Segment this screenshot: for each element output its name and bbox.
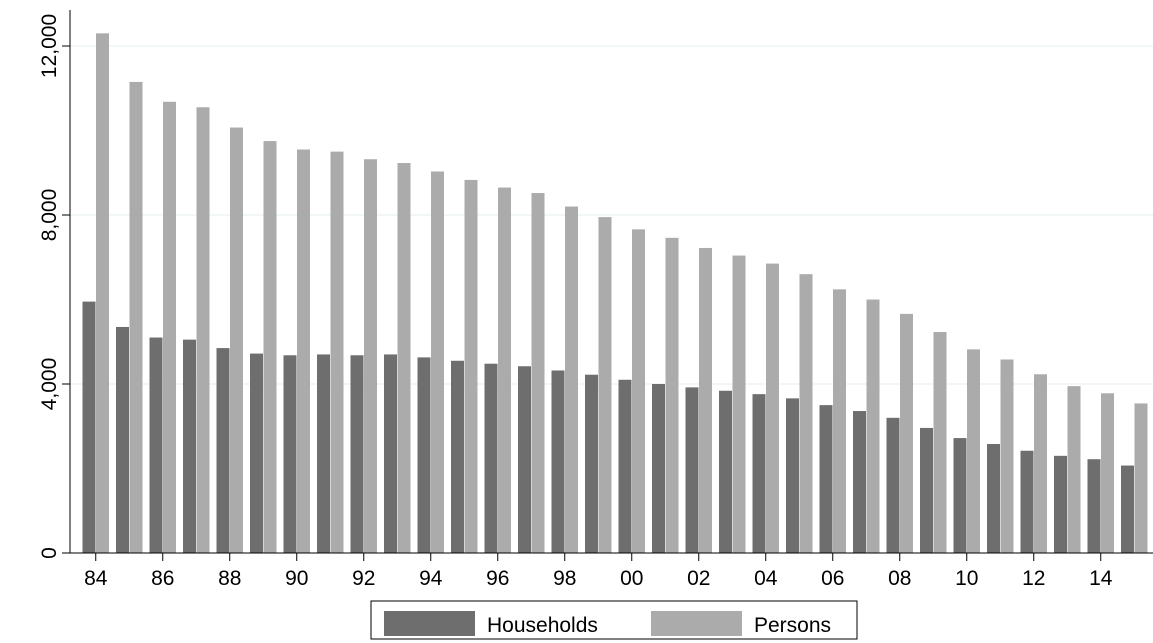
- bar-persons-01: [665, 237, 679, 553]
- bar-households-84: [82, 301, 96, 553]
- x-tick-label: 00: [620, 567, 643, 590]
- x-tick-label: 94: [419, 567, 443, 590]
- bar-persons-14: [1101, 393, 1114, 553]
- bar-households-13: [1054, 455, 1067, 553]
- bar-persons-03: [732, 255, 746, 553]
- x-tick-label: 84: [84, 567, 108, 590]
- bar-households-02: [685, 387, 699, 553]
- bar-persons-09: [933, 332, 947, 553]
- bar-households-14: [1087, 459, 1101, 553]
- bar-persons-92: [364, 159, 377, 554]
- legend-label-households: Households: [487, 614, 598, 637]
- bar-persons-13: [1067, 386, 1081, 553]
- bar-persons-10: [967, 349, 980, 553]
- bars: [82, 33, 1148, 554]
- y-axis-ticks: 0 4,000 8,000 12,000: [38, 14, 70, 559]
- legend-swatch-persons: [651, 611, 742, 636]
- bar-persons-90: [297, 149, 310, 553]
- bar-households-95: [451, 360, 464, 553]
- x-tick-label: 08: [888, 567, 911, 590]
- bar-households-00: [618, 379, 632, 553]
- bar-persons-94: [431, 171, 444, 554]
- bar-households-11: [987, 443, 1000, 553]
- y-tick-label: 12,000: [38, 14, 61, 78]
- bar-persons-86: [163, 101, 176, 554]
- x-tick-label: 86: [151, 567, 174, 590]
- bar-households-12: [1020, 450, 1034, 553]
- bar-persons-02: [699, 247, 712, 553]
- bar-households-98: [551, 370, 565, 553]
- bar-households-97: [518, 366, 531, 553]
- x-tick-label: 02: [687, 567, 710, 590]
- bar-persons-87: [196, 107, 210, 553]
- bar-households-96: [484, 363, 498, 553]
- bar-households-91: [317, 354, 330, 553]
- bar-households-86: [149, 337, 163, 553]
- bar-persons-95: [464, 179, 478, 553]
- x-tick-label: 12: [1022, 567, 1045, 590]
- bar-households-08: [886, 417, 900, 553]
- bar-persons-08: [900, 313, 913, 553]
- bar-households-88: [216, 348, 230, 553]
- bar-persons-05: [799, 274, 813, 553]
- x-tick-label: 04: [754, 567, 778, 590]
- bar-households-85: [116, 326, 129, 553]
- bar-persons-84: [96, 33, 109, 553]
- bar-households-01: [652, 384, 665, 553]
- x-tick-label: 96: [486, 567, 509, 590]
- bar-persons-04: [766, 263, 779, 553]
- y-tick-label: 0: [38, 547, 61, 559]
- bar-persons-96: [498, 187, 511, 553]
- bar-persons-07: [866, 299, 880, 553]
- bar-persons-89: [263, 141, 277, 553]
- bar-households-92: [350, 355, 364, 553]
- bar-households-07: [853, 411, 866, 553]
- bar-households-15: [1121, 465, 1134, 553]
- x-tick-label: 98: [553, 567, 576, 590]
- bar-households-93: [384, 354, 397, 553]
- bar-households-99: [585, 374, 598, 553]
- bar-households-05: [786, 398, 799, 553]
- x-tick-label: 06: [821, 567, 844, 590]
- bar-households-89: [250, 353, 263, 553]
- bar-persons-85: [129, 81, 143, 553]
- x-tick-label: 92: [352, 567, 375, 590]
- bar-persons-12: [1034, 374, 1047, 553]
- bar-persons-11: [1000, 359, 1014, 553]
- x-tick-label: 10: [955, 567, 978, 590]
- bar-households-04: [752, 394, 766, 553]
- bar-households-94: [417, 357, 431, 553]
- bar-households-03: [719, 390, 732, 553]
- bar-households-09: [920, 427, 933, 553]
- legend-label-persons: Persons: [754, 614, 831, 637]
- bar-persons-06: [833, 289, 846, 553]
- x-tick-label: 90: [285, 567, 308, 590]
- bar-persons-97: [531, 193, 545, 553]
- bar-households-87: [183, 339, 196, 553]
- x-axis-ticks: 84 86 88 90 92 94 96 98 00 02 04 06 08 10 12 14: [84, 553, 1113, 590]
- bar-persons-93: [397, 163, 411, 553]
- bar-persons-98: [565, 206, 578, 554]
- y-tick-label: 8,000: [38, 189, 61, 242]
- bar-households-90: [283, 355, 297, 553]
- x-tick-label: 14: [1089, 567, 1113, 590]
- bar-persons-88: [230, 127, 243, 553]
- bar-persons-00: [632, 229, 645, 554]
- bar-persons-99: [598, 217, 612, 554]
- bar-households-10: [953, 438, 967, 553]
- x-tick-label: 88: [218, 567, 241, 590]
- bar-households-06: [819, 405, 833, 553]
- legend: Households Persons: [370, 600, 858, 640]
- bar-persons-15: [1134, 403, 1148, 553]
- y-tick-label: 4,000: [38, 358, 61, 411]
- bar-persons-91: [330, 151, 344, 553]
- legend-swatch-households: [384, 611, 475, 636]
